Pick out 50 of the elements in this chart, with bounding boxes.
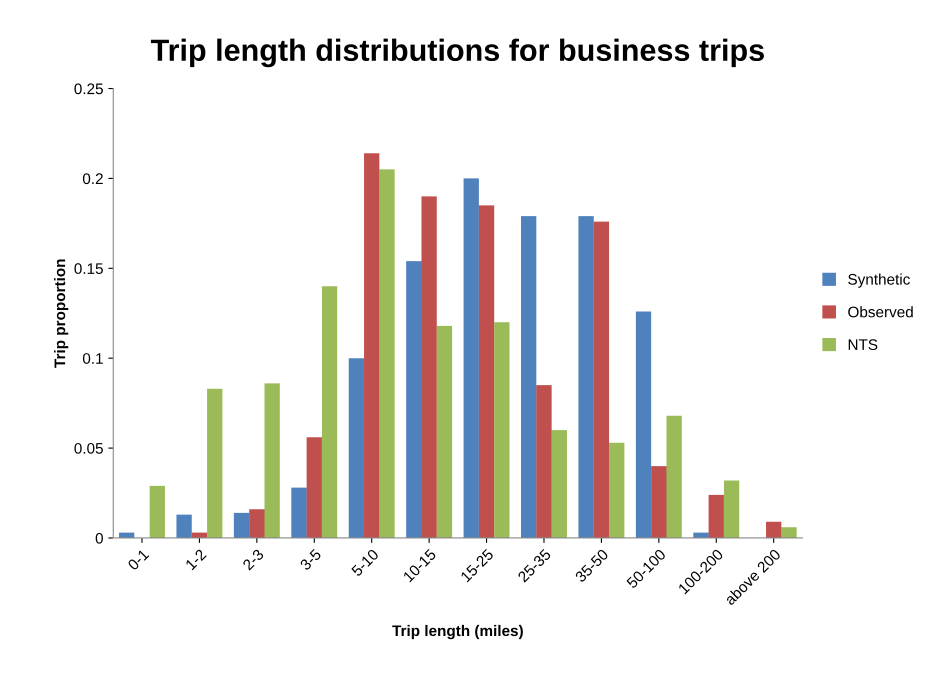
bar: [708, 494, 724, 538]
bar: [119, 532, 134, 538]
bar: [379, 169, 395, 538]
bar: [264, 383, 280, 538]
bar: [176, 514, 192, 538]
bar: [322, 286, 338, 538]
legend-label: NTS: [848, 339, 878, 350]
y-axis-title: Trip proportion: [54, 259, 68, 368]
bar: [192, 532, 208, 538]
y-tick-label: 0.25: [74, 83, 103, 94]
bar: [364, 153, 380, 538]
y-tick-label: 0: [96, 532, 103, 544]
bar: [651, 466, 666, 538]
bar: [636, 311, 652, 538]
bar: [693, 532, 709, 538]
x-tick-label: 0-1: [127, 548, 150, 571]
bar: [766, 522, 782, 538]
bar: [234, 512, 250, 538]
bar: [421, 196, 437, 538]
bar: [150, 486, 165, 538]
y-tick-label: 0.2: [82, 173, 103, 184]
bar: [478, 205, 494, 538]
bar: [306, 437, 322, 538]
bar: [609, 442, 624, 538]
bar: [578, 216, 594, 538]
bar: [521, 216, 536, 538]
bar: [464, 178, 479, 538]
bar: [494, 322, 510, 538]
bar: [406, 261, 422, 538]
chart-title: Trip length distributions for business trips: [150, 38, 764, 68]
bar: [666, 416, 682, 538]
y-tick-label: 0.05: [74, 442, 103, 454]
bar: [781, 527, 797, 538]
bar: [207, 388, 222, 538]
bar: [249, 509, 265, 538]
y-tick-label: 0.1: [82, 353, 103, 364]
x-tick-label: 2-3: [242, 548, 264, 571]
bar: [552, 430, 567, 538]
x-tick-label: 3-5: [299, 548, 322, 571]
bar: [436, 326, 452, 538]
bar: [348, 358, 364, 538]
bar: [291, 488, 307, 538]
bar: [536, 385, 552, 538]
bar: [724, 480, 740, 538]
bar: [594, 222, 610, 538]
legend-label: Observed: [848, 306, 913, 318]
legend-label: Synthetic: [848, 274, 910, 288]
y-tick-label: 0.15: [74, 263, 103, 274]
x-axis-title: Trip length (miles): [392, 624, 523, 640]
x-tick-label: 1-2: [184, 548, 207, 570]
